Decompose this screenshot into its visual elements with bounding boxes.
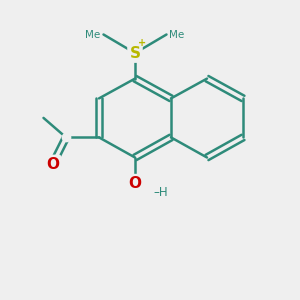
Text: –H: –H — [154, 185, 168, 199]
Text: +: + — [138, 38, 147, 49]
Text: Me: Me — [85, 29, 100, 40]
Text: O: O — [46, 157, 59, 172]
Text: S: S — [130, 46, 140, 61]
Text: O: O — [128, 176, 142, 191]
Text: Me: Me — [169, 29, 185, 40]
